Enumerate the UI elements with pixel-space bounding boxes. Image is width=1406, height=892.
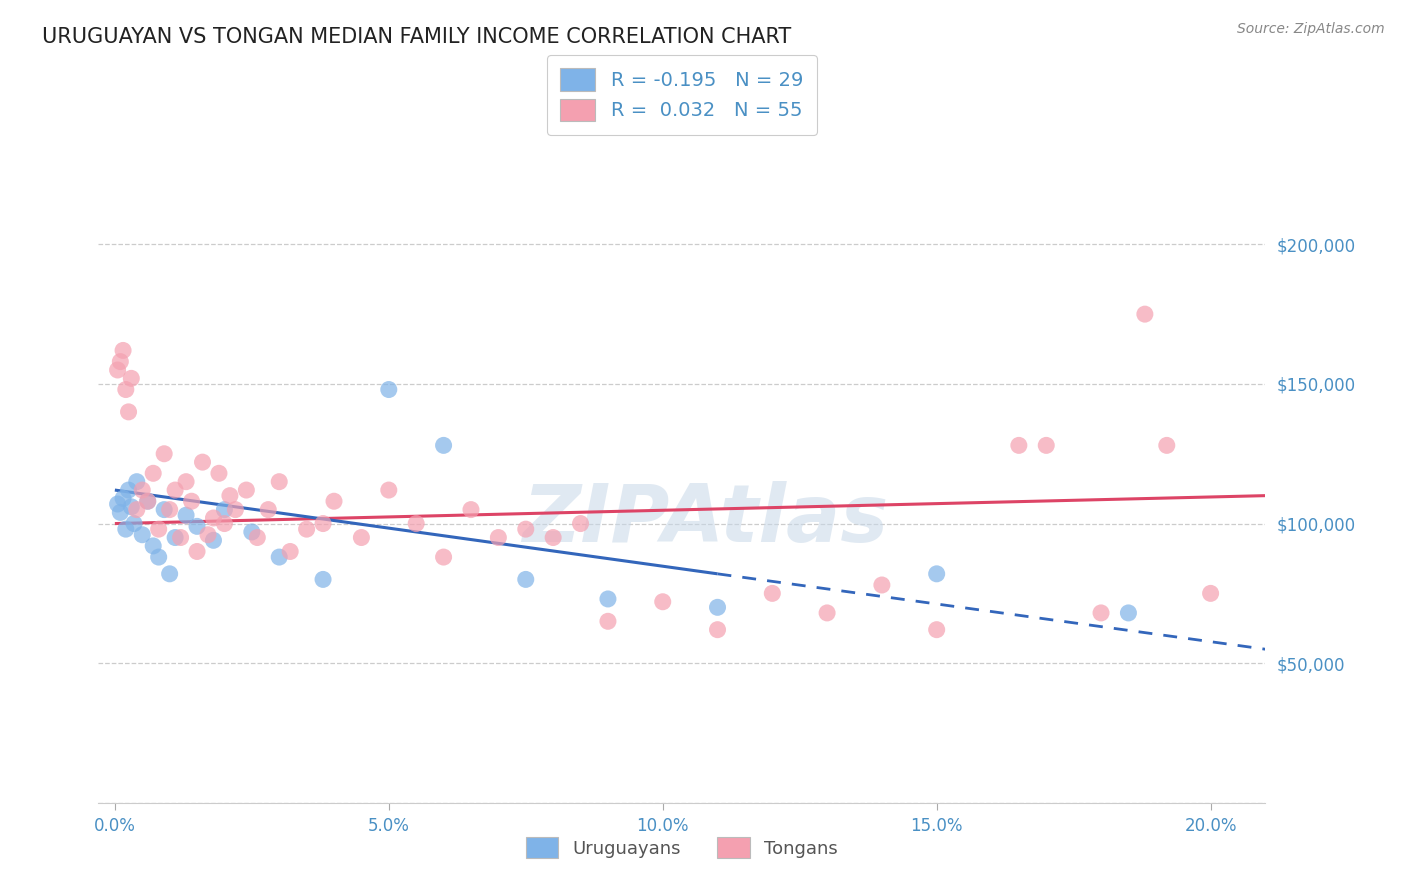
Point	[107, 497, 129, 511]
Point	[1035, 438, 1057, 452]
Point	[214, 502, 236, 516]
Point	[596, 591, 619, 606]
Point	[214, 516, 236, 531]
Point	[432, 550, 454, 565]
Point	[323, 494, 346, 508]
Point	[114, 522, 136, 536]
Point	[136, 494, 159, 508]
Point	[1133, 307, 1156, 321]
Point	[159, 566, 181, 581]
Point	[569, 516, 592, 531]
Point	[114, 383, 136, 397]
Point	[110, 354, 132, 368]
Point	[1090, 606, 1112, 620]
Point	[197, 527, 219, 541]
Point	[165, 483, 187, 497]
Point	[125, 502, 148, 516]
Point	[142, 467, 165, 481]
Point	[596, 615, 619, 629]
Point	[515, 522, 537, 536]
Point	[1008, 438, 1031, 452]
Point	[378, 383, 401, 397]
Point	[350, 531, 373, 545]
Point	[224, 502, 246, 516]
Point	[153, 502, 176, 516]
Point	[278, 544, 301, 558]
Point	[257, 502, 280, 516]
Point	[312, 573, 335, 587]
Point	[378, 483, 401, 497]
Point	[925, 566, 948, 581]
Point	[405, 516, 427, 531]
Point	[112, 491, 135, 506]
Point	[651, 595, 673, 609]
Point	[1156, 438, 1178, 452]
Point	[117, 483, 139, 497]
Point	[120, 500, 142, 514]
Point	[219, 489, 242, 503]
Point	[186, 544, 208, 558]
Point	[112, 343, 135, 358]
Point	[269, 550, 291, 565]
Text: ZIPAtlas: ZIPAtlas	[522, 481, 889, 559]
Point	[706, 623, 728, 637]
Point	[870, 578, 893, 592]
Point	[142, 539, 165, 553]
Point	[312, 516, 335, 531]
Point	[125, 475, 148, 489]
Point	[191, 455, 214, 469]
Point	[131, 483, 153, 497]
Point	[165, 531, 187, 545]
Point	[186, 519, 208, 533]
Point	[169, 531, 191, 545]
Point	[159, 502, 181, 516]
Point	[706, 600, 728, 615]
Point	[432, 438, 454, 452]
Point	[131, 527, 153, 541]
Point	[117, 405, 139, 419]
Point	[246, 531, 269, 545]
Point	[541, 531, 564, 545]
Point	[107, 363, 129, 377]
Point	[235, 483, 257, 497]
Point	[208, 467, 231, 481]
Point	[136, 494, 159, 508]
Point	[122, 516, 145, 531]
Point	[240, 524, 263, 539]
Point	[148, 522, 170, 536]
Point	[269, 475, 291, 489]
Legend: Uruguayans, Tongans: Uruguayans, Tongans	[513, 825, 851, 871]
Point	[1199, 586, 1222, 600]
Point	[110, 505, 132, 519]
Point	[174, 475, 197, 489]
Point	[1118, 606, 1140, 620]
Point	[761, 586, 783, 600]
Point	[174, 508, 197, 523]
Point	[925, 623, 948, 637]
Text: Source: ZipAtlas.com: Source: ZipAtlas.com	[1237, 22, 1385, 37]
Point	[180, 494, 202, 508]
Point	[148, 550, 170, 565]
Point	[815, 606, 838, 620]
Point	[486, 531, 509, 545]
Point	[202, 533, 225, 548]
Point	[153, 447, 176, 461]
Point	[120, 371, 142, 385]
Point	[295, 522, 318, 536]
Point	[460, 502, 482, 516]
Point	[515, 573, 537, 587]
Point	[202, 511, 225, 525]
Text: URUGUAYAN VS TONGAN MEDIAN FAMILY INCOME CORRELATION CHART: URUGUAYAN VS TONGAN MEDIAN FAMILY INCOME…	[42, 27, 792, 46]
